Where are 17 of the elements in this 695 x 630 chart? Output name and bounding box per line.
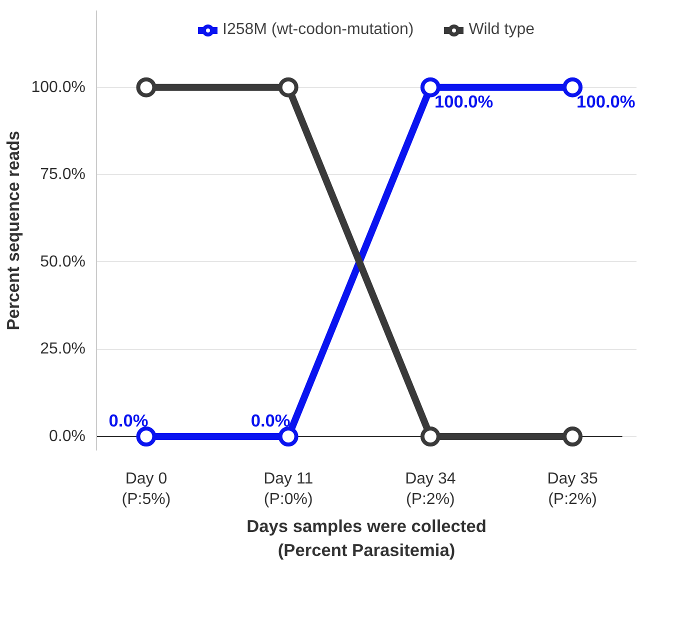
y-axis-title: Percent sequence reads: [3, 130, 24, 330]
data-label: 0.0%: [108, 410, 148, 431]
legend-label: I258M (wt-codon-mutation): [222, 21, 414, 39]
x-axis-title: Days samples were collected (Percent Parasitemia): [246, 516, 486, 560]
x-tick-label: Day 0 (P:5%): [122, 470, 171, 508]
y-tick-label: 100.0%: [31, 78, 86, 96]
data-label: 100.0%: [434, 91, 494, 112]
x-tick-label: Day 35 (P:2%): [547, 470, 598, 508]
y-tick-label: 0.0%: [49, 428, 86, 446]
legend-label: Wild type: [468, 21, 534, 39]
y-tick-label: 75.0%: [40, 166, 86, 184]
x-tick-label: Day 34 (P:2%): [405, 470, 456, 508]
y-tick-label: 25.0%: [40, 340, 86, 358]
data-label: 0.0%: [250, 410, 290, 431]
x-tick-label: Day 11 (P:0%): [264, 470, 314, 508]
data-label: 100.0%: [576, 91, 636, 112]
y-tick-label: 50.0%: [40, 253, 86, 270]
